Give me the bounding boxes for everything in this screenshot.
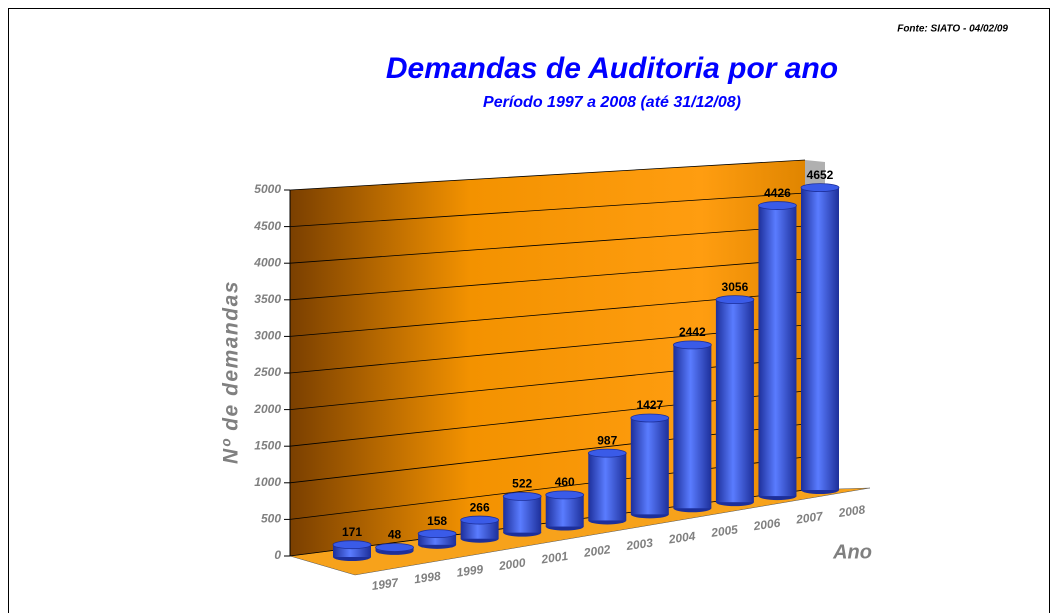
y-tick-label: 3500 <box>254 292 281 306</box>
x-tick-label: 2008 <box>837 502 867 520</box>
y-tick-label: 0 <box>274 548 281 562</box>
bar <box>801 187 839 490</box>
bar <box>673 344 712 509</box>
x-tick-label: 1998 <box>413 569 442 587</box>
x-tick-label: 2000 <box>497 555 527 573</box>
cylinder-top <box>545 490 585 500</box>
x-tick-label: 1999 <box>456 562 485 580</box>
y-tick-label: 4000 <box>253 255 281 269</box>
cylinder-top <box>715 295 755 305</box>
value-label: 460 <box>555 475 575 489</box>
value-label: 522 <box>512 477 532 491</box>
y-tick-label: 2500 <box>253 365 281 379</box>
cylinder-top <box>672 340 712 350</box>
bar <box>545 494 584 527</box>
y-tick-label: 3000 <box>254 329 281 343</box>
x-tick-label: 2001 <box>540 549 570 567</box>
cylinder-top <box>800 183 840 193</box>
cylinder-top <box>630 413 670 423</box>
value-label: 4426 <box>764 186 791 200</box>
bar <box>418 533 457 545</box>
cylinder-top <box>587 448 627 458</box>
value-label: 171 <box>342 525 362 539</box>
bar <box>715 299 754 503</box>
value-label: 158 <box>427 514 447 528</box>
y-axis-label: Nº de demandas <box>220 280 243 464</box>
chart-subtitle: Período 1997 a 2008 (até 31/12/08) <box>483 94 741 111</box>
chart-title: Demandas de Auditoria por ano <box>386 52 838 85</box>
source: Fonte: SIATO - 04/02/09 <box>897 24 1008 35</box>
value-label: 987 <box>597 433 617 447</box>
x-tick-label: 1997 <box>371 575 401 593</box>
bar <box>758 205 797 497</box>
grid-line <box>289 192 806 227</box>
value-label: 2442 <box>679 325 706 339</box>
cylinder-top <box>758 201 797 210</box>
grid-line <box>289 159 806 191</box>
cylinder-top <box>502 491 542 501</box>
y-tick-label: 5000 <box>254 182 281 196</box>
cylinder-top <box>375 543 414 552</box>
x-axis-label: Ano <box>832 541 872 563</box>
x-tick-label: 2002 <box>582 542 612 560</box>
cylinder-top <box>460 515 500 525</box>
value-label: 1427 <box>636 398 663 412</box>
y-tick-label: 500 <box>261 512 281 526</box>
bar <box>460 520 499 539</box>
bar <box>588 453 627 521</box>
y-tick-label: 2000 <box>253 402 281 416</box>
x-tick-label: 2006 <box>752 516 782 534</box>
bar <box>630 417 669 515</box>
x-tick-label: 2004 <box>667 529 697 547</box>
x-tick-label: 2003 <box>624 536 654 554</box>
value-label: 4652 <box>807 168 834 182</box>
y-tick-label: 4500 <box>253 219 281 233</box>
y-tick-label: 1500 <box>254 438 281 452</box>
cylinder-top <box>417 529 457 539</box>
x-tick-label: 2007 <box>794 509 825 527</box>
x-tick-label: 2005 <box>709 522 739 540</box>
value-label: 266 <box>470 500 490 514</box>
value-label: 48 <box>388 528 402 542</box>
value-label: 3056 <box>722 280 749 294</box>
grid-line <box>289 258 806 301</box>
bar <box>503 496 542 533</box>
cylinder-top <box>332 540 372 550</box>
grid-line <box>289 225 806 264</box>
y-tick-label: 1000 <box>254 475 281 489</box>
